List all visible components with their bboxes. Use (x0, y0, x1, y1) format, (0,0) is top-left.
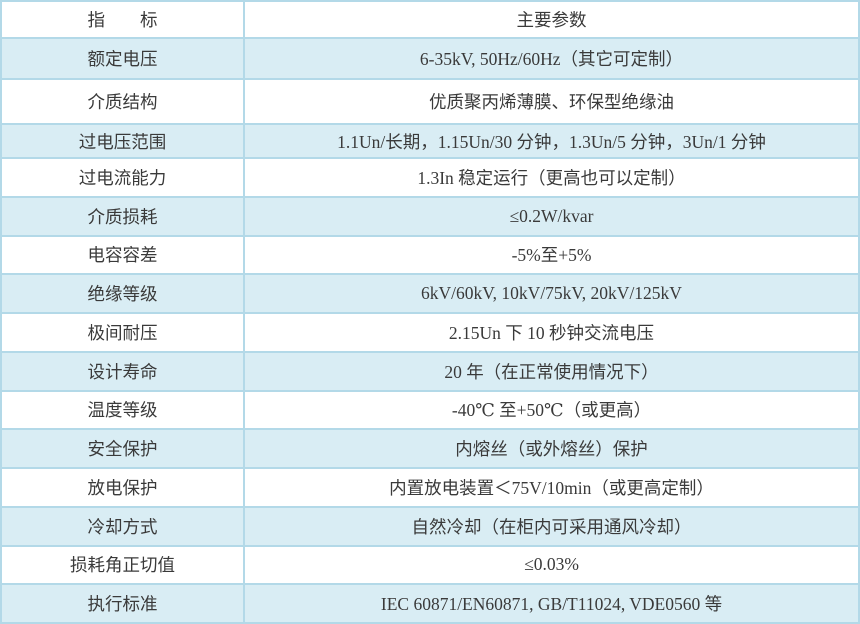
row-value: 优质聚丙烯薄膜、环保型绝缘油 (243, 78, 860, 125)
row-label: 安全保护 (0, 428, 245, 469)
table-row-loss-tangent: 损耗角正切值 ≤0.03% (0, 544, 860, 586)
table-row-dielectric-structure: 介质结构 优质聚丙烯薄膜、环保型绝缘油 (0, 78, 860, 125)
table-row-rated-voltage: 额定电压 6-35kV, 50Hz/60Hz（其它可定制） (0, 37, 860, 80)
header-indicator: 指 标 (0, 0, 245, 39)
table-row-overcurrent-capability: 过电流能力 1.3In 稳定运行（更高也可以定制） (0, 157, 860, 198)
row-label: 设计寿命 (0, 350, 245, 392)
row-value: -40℃ 至+50℃（或更高） (243, 389, 860, 431)
row-value: 自然冷却（在柜内可采用通风冷却） (243, 505, 860, 547)
row-value: ≤0.03% (243, 544, 860, 586)
row-value: 2.15Un 下 10 秒钟交流电压 (243, 312, 860, 353)
row-label: 损耗角正切值 (0, 544, 245, 586)
table-row-design-life: 设计寿命 20 年（在正常使用情况下） (0, 350, 860, 392)
header-parameter: 主要参数 (243, 0, 860, 39)
table-row-temperature-class: 温度等级 -40℃ 至+50℃（或更高） (0, 389, 860, 431)
table-row-capacitance-tolerance: 电容容差 -5%至+5% (0, 234, 860, 276)
table-row-insulation-level: 绝缘等级 6kV/60kV, 10kV/75kV, 20kV/125kV (0, 273, 860, 314)
row-label: 过电流能力 (0, 157, 245, 198)
header-row: 指 标 主要参数 (0, 0, 860, 39)
row-value: 6kV/60kV, 10kV/75kV, 20kV/125kV (243, 273, 860, 314)
row-label: 介质损耗 (0, 195, 245, 237)
row-value: -5%至+5% (243, 234, 860, 276)
row-value: 内熔丝（或外熔丝）保护 (243, 428, 860, 469)
table-row-cooling-method: 冷却方式 自然冷却（在柜内可采用通风冷却） (0, 505, 860, 547)
row-label: 冷却方式 (0, 505, 245, 547)
row-value: 1.1Un/长期，1.15Un/30 分钟，1.3Un/5 分钟，3Un/1 分… (243, 123, 860, 159)
row-label: 绝缘等级 (0, 273, 245, 314)
row-label: 额定电压 (0, 37, 245, 80)
table-row-standards: 执行标准 IEC 60871/EN60871, GB/T11024, VDE05… (0, 583, 860, 624)
row-value: 20 年（在正常使用情况下） (243, 350, 860, 392)
table-row-discharge-protection: 放电保护 内置放电装置＜75V/10min（或更高定制） (0, 467, 860, 508)
row-label: 执行标准 (0, 583, 245, 624)
row-value: IEC 60871/EN60871, GB/T11024, VDE0560 等 (243, 583, 860, 624)
row-value: 6-35kV, 50Hz/60Hz（其它可定制） (243, 37, 860, 80)
row-label: 放电保护 (0, 467, 245, 508)
row-label: 介质结构 (0, 78, 245, 125)
row-label: 温度等级 (0, 389, 245, 431)
table-row-overvoltage-range: 过电压范围 1.1Un/长期，1.15Un/30 分钟，1.3Un/5 分钟，3… (0, 123, 860, 159)
table-row-interpole-withstand-voltage: 极间耐压 2.15Un 下 10 秒钟交流电压 (0, 312, 860, 353)
row-value: 内置放电装置＜75V/10min（或更高定制） (243, 467, 860, 508)
row-label: 极间耐压 (0, 312, 245, 353)
row-label: 电容容差 (0, 234, 245, 276)
row-value: 1.3In 稳定运行（更高也可以定制） (243, 157, 860, 198)
table-row-safety-protection: 安全保护 内熔丝（或外熔丝）保护 (0, 428, 860, 469)
row-value: ≤0.2W/kvar (243, 195, 860, 237)
table-row-dielectric-loss: 介质损耗 ≤0.2W/kvar (0, 195, 860, 237)
row-label: 过电压范围 (0, 123, 245, 159)
